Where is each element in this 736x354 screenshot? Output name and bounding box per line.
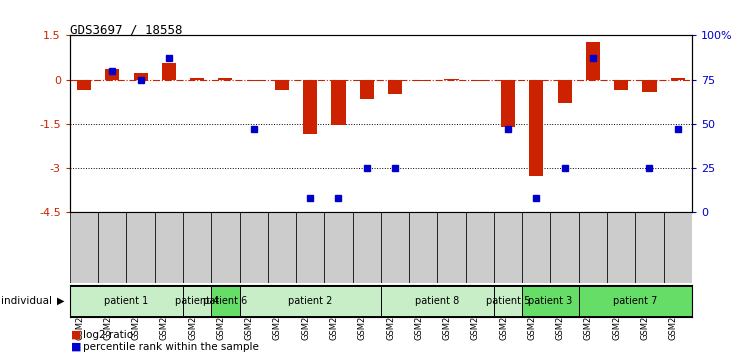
Bar (607, 212, 635, 283)
Bar (551, 212, 578, 283)
Bar (586, 42, 600, 80)
Bar (162, 63, 176, 80)
Bar (211, 212, 239, 283)
Bar (303, 80, 317, 134)
Bar (155, 212, 183, 283)
Bar (523, 286, 578, 316)
Text: GDS3697 / 18558: GDS3697 / 18558 (70, 23, 183, 36)
Text: ■: ■ (71, 330, 82, 339)
Bar (247, 80, 261, 81)
Bar (437, 212, 466, 283)
Bar (445, 79, 459, 80)
Bar (105, 69, 119, 80)
Text: log2 ratio: log2 ratio (83, 330, 133, 339)
Bar (77, 80, 91, 90)
Bar (494, 286, 523, 316)
Bar (70, 286, 183, 316)
Bar (494, 212, 523, 283)
Bar (98, 212, 127, 283)
Bar (268, 212, 296, 283)
Bar (239, 286, 381, 316)
Text: patient 6: patient 6 (203, 296, 247, 306)
Bar (614, 80, 629, 90)
Bar (296, 212, 325, 283)
Bar (353, 212, 381, 283)
Bar (190, 78, 204, 80)
Bar (388, 80, 402, 95)
Text: patient 5: patient 5 (486, 296, 530, 306)
Bar (558, 80, 572, 103)
Bar (635, 212, 664, 283)
Bar (331, 80, 345, 125)
Bar (219, 78, 233, 80)
Bar (70, 212, 98, 283)
Bar (670, 78, 684, 80)
Bar (183, 212, 211, 283)
Bar (578, 286, 692, 316)
Bar (643, 80, 657, 92)
Text: patient 3: patient 3 (528, 296, 573, 306)
Text: patient 4: patient 4 (175, 296, 219, 306)
Bar (501, 80, 515, 127)
Bar (578, 212, 607, 283)
Text: patient 2: patient 2 (288, 296, 333, 306)
Bar (466, 212, 494, 283)
Text: patient 7: patient 7 (613, 296, 657, 306)
Bar (133, 73, 148, 80)
Text: patient 1: patient 1 (105, 296, 149, 306)
Text: ■: ■ (71, 342, 82, 352)
Text: ▶: ▶ (57, 296, 65, 306)
Bar (275, 80, 289, 90)
Bar (360, 80, 374, 99)
Bar (325, 212, 353, 283)
Bar (523, 212, 551, 283)
Text: individual: individual (1, 296, 52, 306)
Text: patient 8: patient 8 (415, 296, 459, 306)
Bar (409, 212, 437, 283)
Text: percentile rank within the sample: percentile rank within the sample (83, 342, 259, 352)
Bar (239, 212, 268, 283)
Bar (127, 212, 155, 283)
Bar (417, 80, 431, 81)
Bar (473, 80, 487, 81)
Bar (183, 286, 211, 316)
Bar (381, 212, 409, 283)
Bar (529, 80, 543, 176)
Bar (211, 286, 239, 316)
Bar (381, 286, 494, 316)
Bar (664, 212, 692, 283)
